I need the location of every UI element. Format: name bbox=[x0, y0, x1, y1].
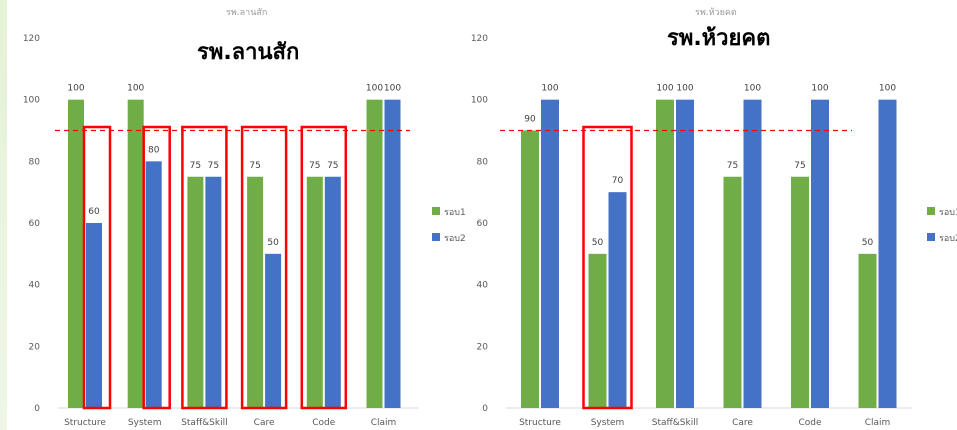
bar-huaykhot-series1 bbox=[656, 99, 674, 409]
data-label-huaykhot-series2: 100 bbox=[811, 84, 828, 94]
bar-lansak-series2 bbox=[384, 99, 401, 409]
bar-huaykhot-series2 bbox=[743, 99, 762, 409]
bar-lansak-series2 bbox=[265, 253, 282, 408]
highlight-box-lansak bbox=[82, 125, 112, 410]
y-tick-label-lansak: 80 bbox=[29, 157, 41, 167]
highlight-box-lansak bbox=[142, 125, 171, 410]
data-label-huaykhot-series2: 100 bbox=[676, 84, 693, 94]
x-tick-label-lansak: Claim bbox=[371, 418, 397, 428]
legend-swatch-huaykhot-series1 bbox=[927, 207, 935, 215]
bar-huaykhot-series2 bbox=[541, 99, 559, 409]
y-tick-label-huaykhot: 80 bbox=[477, 157, 489, 167]
bar-huaykhot-series1 bbox=[521, 130, 539, 408]
bar-lansak-series1 bbox=[68, 99, 84, 409]
data-label-huaykhot-series2: 100 bbox=[744, 84, 761, 94]
y-tick-label-lansak: 0 bbox=[34, 404, 40, 414]
bar-lansak-series2 bbox=[324, 176, 341, 408]
legend-label-huaykhot-series2: รอบ2 bbox=[939, 234, 957, 244]
data-label-lansak-series1: 75 bbox=[249, 161, 260, 171]
x-tick-label-lansak: Code bbox=[312, 418, 336, 428]
legend-label-lansak-series2: รอบ2 bbox=[444, 234, 466, 244]
y-tick-label-lansak: 60 bbox=[29, 219, 41, 229]
data-label-lansak-series1: 75 bbox=[309, 161, 320, 171]
highlight-box-lansak bbox=[181, 125, 228, 410]
legend-label-lansak-series1: รอบ1 bbox=[444, 208, 466, 218]
chart-small-title-lansak: รพ.ลานสัก bbox=[226, 8, 268, 18]
y-tick-label-huaykhot: 120 bbox=[471, 34, 488, 44]
data-label-huaykhot-series1: 75 bbox=[727, 161, 738, 171]
y-tick-label-lansak: 120 bbox=[23, 34, 40, 44]
bar-lansak-series1 bbox=[127, 99, 144, 409]
chart-title-lansak: รพ.ลานสัก bbox=[197, 40, 300, 65]
y-tick-label-lansak: 100 bbox=[23, 96, 40, 106]
x-tick-label-lansak: System bbox=[128, 418, 162, 428]
chart-small-title-huaykhot: รพ.ห้วยคต bbox=[695, 8, 737, 18]
bar-lansak-series1 bbox=[247, 176, 264, 408]
bar-huaykhot-series2 bbox=[676, 99, 694, 409]
bar-huaykhot-series1 bbox=[791, 176, 809, 408]
highlight-box-huaykhot bbox=[582, 125, 633, 410]
y-tick-label-lansak: 20 bbox=[29, 342, 41, 352]
data-label-lansak-series2: 75 bbox=[327, 161, 338, 171]
legend-label-huaykhot-series1: รอบ1 bbox=[939, 208, 957, 218]
x-tick-label-lansak: Care bbox=[254, 418, 275, 428]
x-tick-label-huaykhot: Structure bbox=[519, 418, 561, 428]
data-label-lansak-series1: 75 bbox=[190, 161, 201, 171]
data-label-lansak-series2: 75 bbox=[208, 161, 219, 171]
data-label-lansak-series1: 100 bbox=[127, 84, 144, 94]
bar-lansak-series1 bbox=[306, 176, 323, 408]
x-tick-label-huaykhot: Code bbox=[798, 418, 822, 428]
y-tick-label-huaykhot: 60 bbox=[477, 219, 489, 229]
x-tick-label-lansak: Structure bbox=[64, 418, 106, 428]
data-label-huaykhot-series1: 100 bbox=[656, 84, 673, 94]
legend-swatch-lansak-series2 bbox=[432, 233, 440, 241]
data-label-huaykhot-series1: 90 bbox=[524, 115, 536, 125]
y-tick-label-huaykhot: 40 bbox=[477, 281, 489, 291]
bar-lansak-series2 bbox=[86, 223, 102, 408]
data-label-lansak-series2: 50 bbox=[267, 238, 279, 248]
bar-lansak-series2 bbox=[205, 176, 222, 408]
data-label-lansak-series2: 60 bbox=[88, 207, 100, 217]
data-label-lansak-series1: 100 bbox=[366, 84, 383, 94]
data-label-lansak-series2: 80 bbox=[148, 145, 160, 155]
highlight-box-lansak bbox=[240, 125, 288, 410]
bar-lansak-series2 bbox=[145, 161, 162, 408]
highlight-box-lansak bbox=[300, 125, 348, 410]
bar-lansak-series1 bbox=[366, 99, 383, 409]
x-tick-label-huaykhot: Care bbox=[732, 418, 753, 428]
legend-swatch-huaykhot-series2 bbox=[927, 233, 935, 241]
slide-accent-strip bbox=[0, 0, 7, 430]
bar-lansak-series1 bbox=[187, 176, 204, 408]
data-label-huaykhot-series1: 50 bbox=[592, 238, 604, 248]
data-label-huaykhot-series1: 50 bbox=[862, 238, 874, 248]
bar-huaykhot-series1 bbox=[858, 253, 877, 408]
data-label-huaykhot-series1: 75 bbox=[794, 161, 805, 171]
data-label-lansak-series1: 100 bbox=[67, 84, 84, 94]
bar-huaykhot-series2 bbox=[608, 192, 627, 408]
bar-huaykhot-series1 bbox=[723, 176, 742, 408]
y-tick-label-lansak: 40 bbox=[29, 281, 41, 291]
bar-huaykhot-series2 bbox=[811, 99, 829, 409]
data-label-huaykhot-series2: 100 bbox=[879, 84, 896, 94]
x-tick-label-huaykhot: Staff&Skill bbox=[652, 418, 698, 428]
chart-title-huaykhot: รพ.ห้วยคต bbox=[667, 26, 771, 51]
y-tick-label-huaykhot: 100 bbox=[471, 96, 488, 106]
x-tick-label-huaykhot: Claim bbox=[865, 418, 891, 428]
y-tick-label-huaykhot: 20 bbox=[477, 342, 489, 352]
bar-huaykhot-series2 bbox=[878, 99, 897, 409]
x-tick-label-lansak: Staff&Skill bbox=[181, 418, 227, 428]
data-label-lansak-series2: 100 bbox=[384, 84, 401, 94]
data-label-huaykhot-series2: 100 bbox=[541, 84, 558, 94]
legend-swatch-lansak-series1 bbox=[432, 207, 440, 215]
data-label-huaykhot-series2: 70 bbox=[612, 176, 624, 186]
y-tick-label-huaykhot: 0 bbox=[482, 404, 488, 414]
bar-huaykhot-series1 bbox=[588, 253, 607, 408]
x-tick-label-huaykhot: System bbox=[591, 418, 625, 428]
